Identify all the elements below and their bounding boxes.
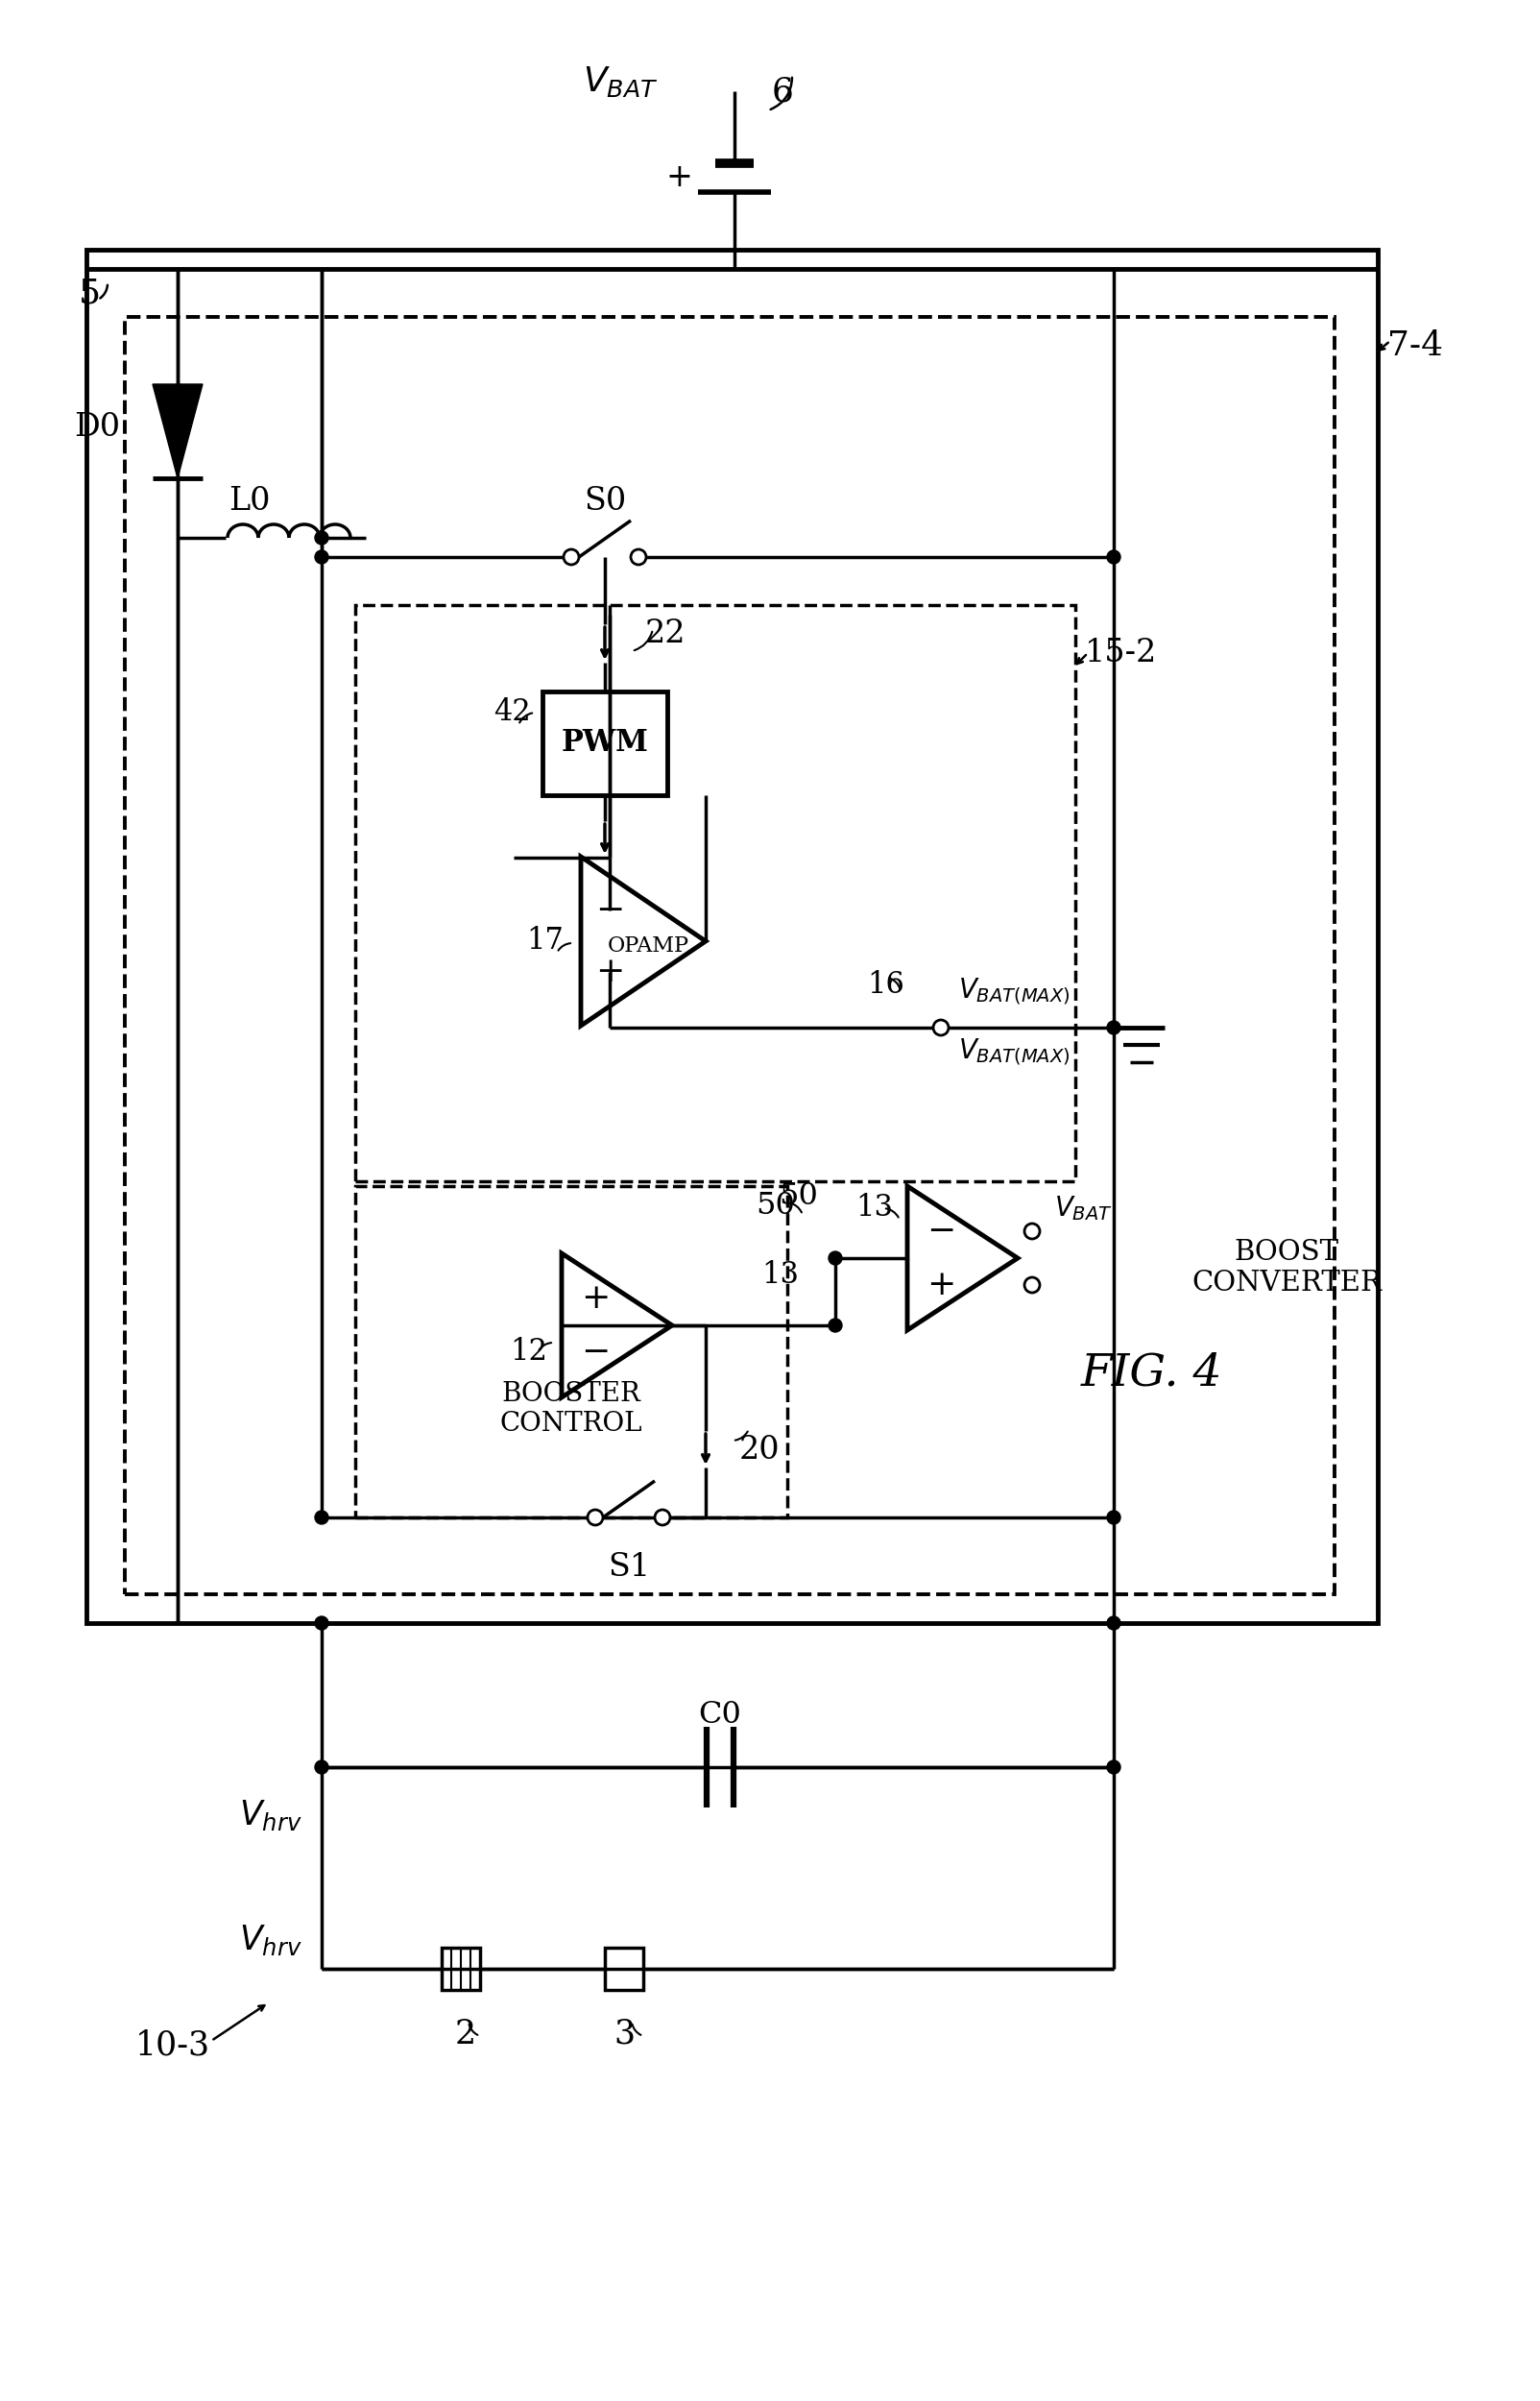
Text: +: + [927, 1268, 955, 1301]
Text: 22: 22 [645, 619, 685, 648]
Text: 13: 13 [855, 1193, 893, 1222]
Text: 15-2: 15-2 [1084, 639, 1157, 667]
Text: +: + [581, 1282, 610, 1316]
Circle shape [829, 1251, 842, 1265]
Circle shape [314, 1760, 328, 1774]
Text: $V_{hrv}$: $V_{hrv}$ [239, 1923, 302, 1957]
Text: FIG. 4: FIG. 4 [1081, 1352, 1223, 1395]
Text: BOOSTER
CONTROL: BOOSTER CONTROL [501, 1381, 642, 1436]
Circle shape [588, 1510, 604, 1525]
Text: $V_{BAT(MAX)}$: $V_{BAT(MAX)}$ [958, 975, 1070, 1006]
Circle shape [829, 1318, 842, 1333]
Text: C0: C0 [699, 1700, 742, 1729]
Circle shape [564, 550, 579, 564]
Circle shape [1107, 550, 1121, 564]
Text: 7-4: 7-4 [1388, 329, 1443, 363]
Text: 2: 2 [454, 2017, 476, 2050]
Text: L0: L0 [229, 485, 271, 516]
Polygon shape [152, 384, 203, 478]
Circle shape [314, 531, 328, 545]
Text: 50: 50 [779, 1181, 818, 1210]
Circle shape [1107, 1616, 1121, 1630]
Text: $V_{hrv}$: $V_{hrv}$ [239, 1798, 302, 1832]
Text: BOOST
CONVERTER: BOOST CONVERTER [1192, 1239, 1381, 1297]
Bar [542, 691, 667, 795]
Text: 17: 17 [527, 927, 564, 956]
Text: 13: 13 [761, 1261, 799, 1289]
Circle shape [314, 550, 328, 564]
Text: OPAMP: OPAMP [607, 936, 688, 956]
Bar [442, 1947, 480, 1990]
Text: $V_{BAT}$: $V_{BAT}$ [582, 65, 658, 98]
Bar [125, 317, 1335, 1594]
Circle shape [1107, 1760, 1121, 1774]
Text: 10-3: 10-3 [136, 2029, 211, 2062]
Text: $V_{BAT(MAX)}$: $V_{BAT(MAX)}$ [958, 1037, 1070, 1066]
Text: 5: 5 [79, 276, 100, 310]
Text: S0: S0 [584, 485, 627, 516]
Text: 3: 3 [613, 2017, 634, 2050]
Circle shape [933, 1020, 949, 1035]
Circle shape [314, 1510, 328, 1525]
Text: 6: 6 [772, 74, 793, 108]
Circle shape [654, 1510, 670, 1525]
Circle shape [1024, 1225, 1040, 1239]
Bar [605, 1947, 644, 1990]
Text: +: + [665, 163, 691, 192]
Text: 50: 50 [756, 1191, 795, 1220]
Bar [86, 250, 1378, 1623]
Text: S1: S1 [608, 1551, 650, 1582]
Text: 42: 42 [494, 699, 531, 728]
Circle shape [631, 550, 647, 564]
Text: −: − [581, 1335, 610, 1369]
Circle shape [314, 1616, 328, 1630]
Text: 12: 12 [510, 1337, 547, 1366]
Text: 16: 16 [867, 970, 904, 999]
Text: $V_{BAT}$: $V_{BAT}$ [1055, 1193, 1112, 1222]
Circle shape [1107, 1510, 1121, 1525]
Circle shape [1107, 1020, 1121, 1035]
Text: 20: 20 [739, 1436, 781, 1465]
Text: −: − [927, 1215, 955, 1249]
Circle shape [1024, 1277, 1040, 1292]
Bar [356, 605, 1075, 1181]
Text: D0: D0 [74, 413, 120, 442]
Bar [356, 1186, 787, 1517]
Text: −: − [594, 893, 624, 927]
Text: PWM: PWM [561, 728, 648, 759]
Text: +: + [594, 956, 624, 989]
